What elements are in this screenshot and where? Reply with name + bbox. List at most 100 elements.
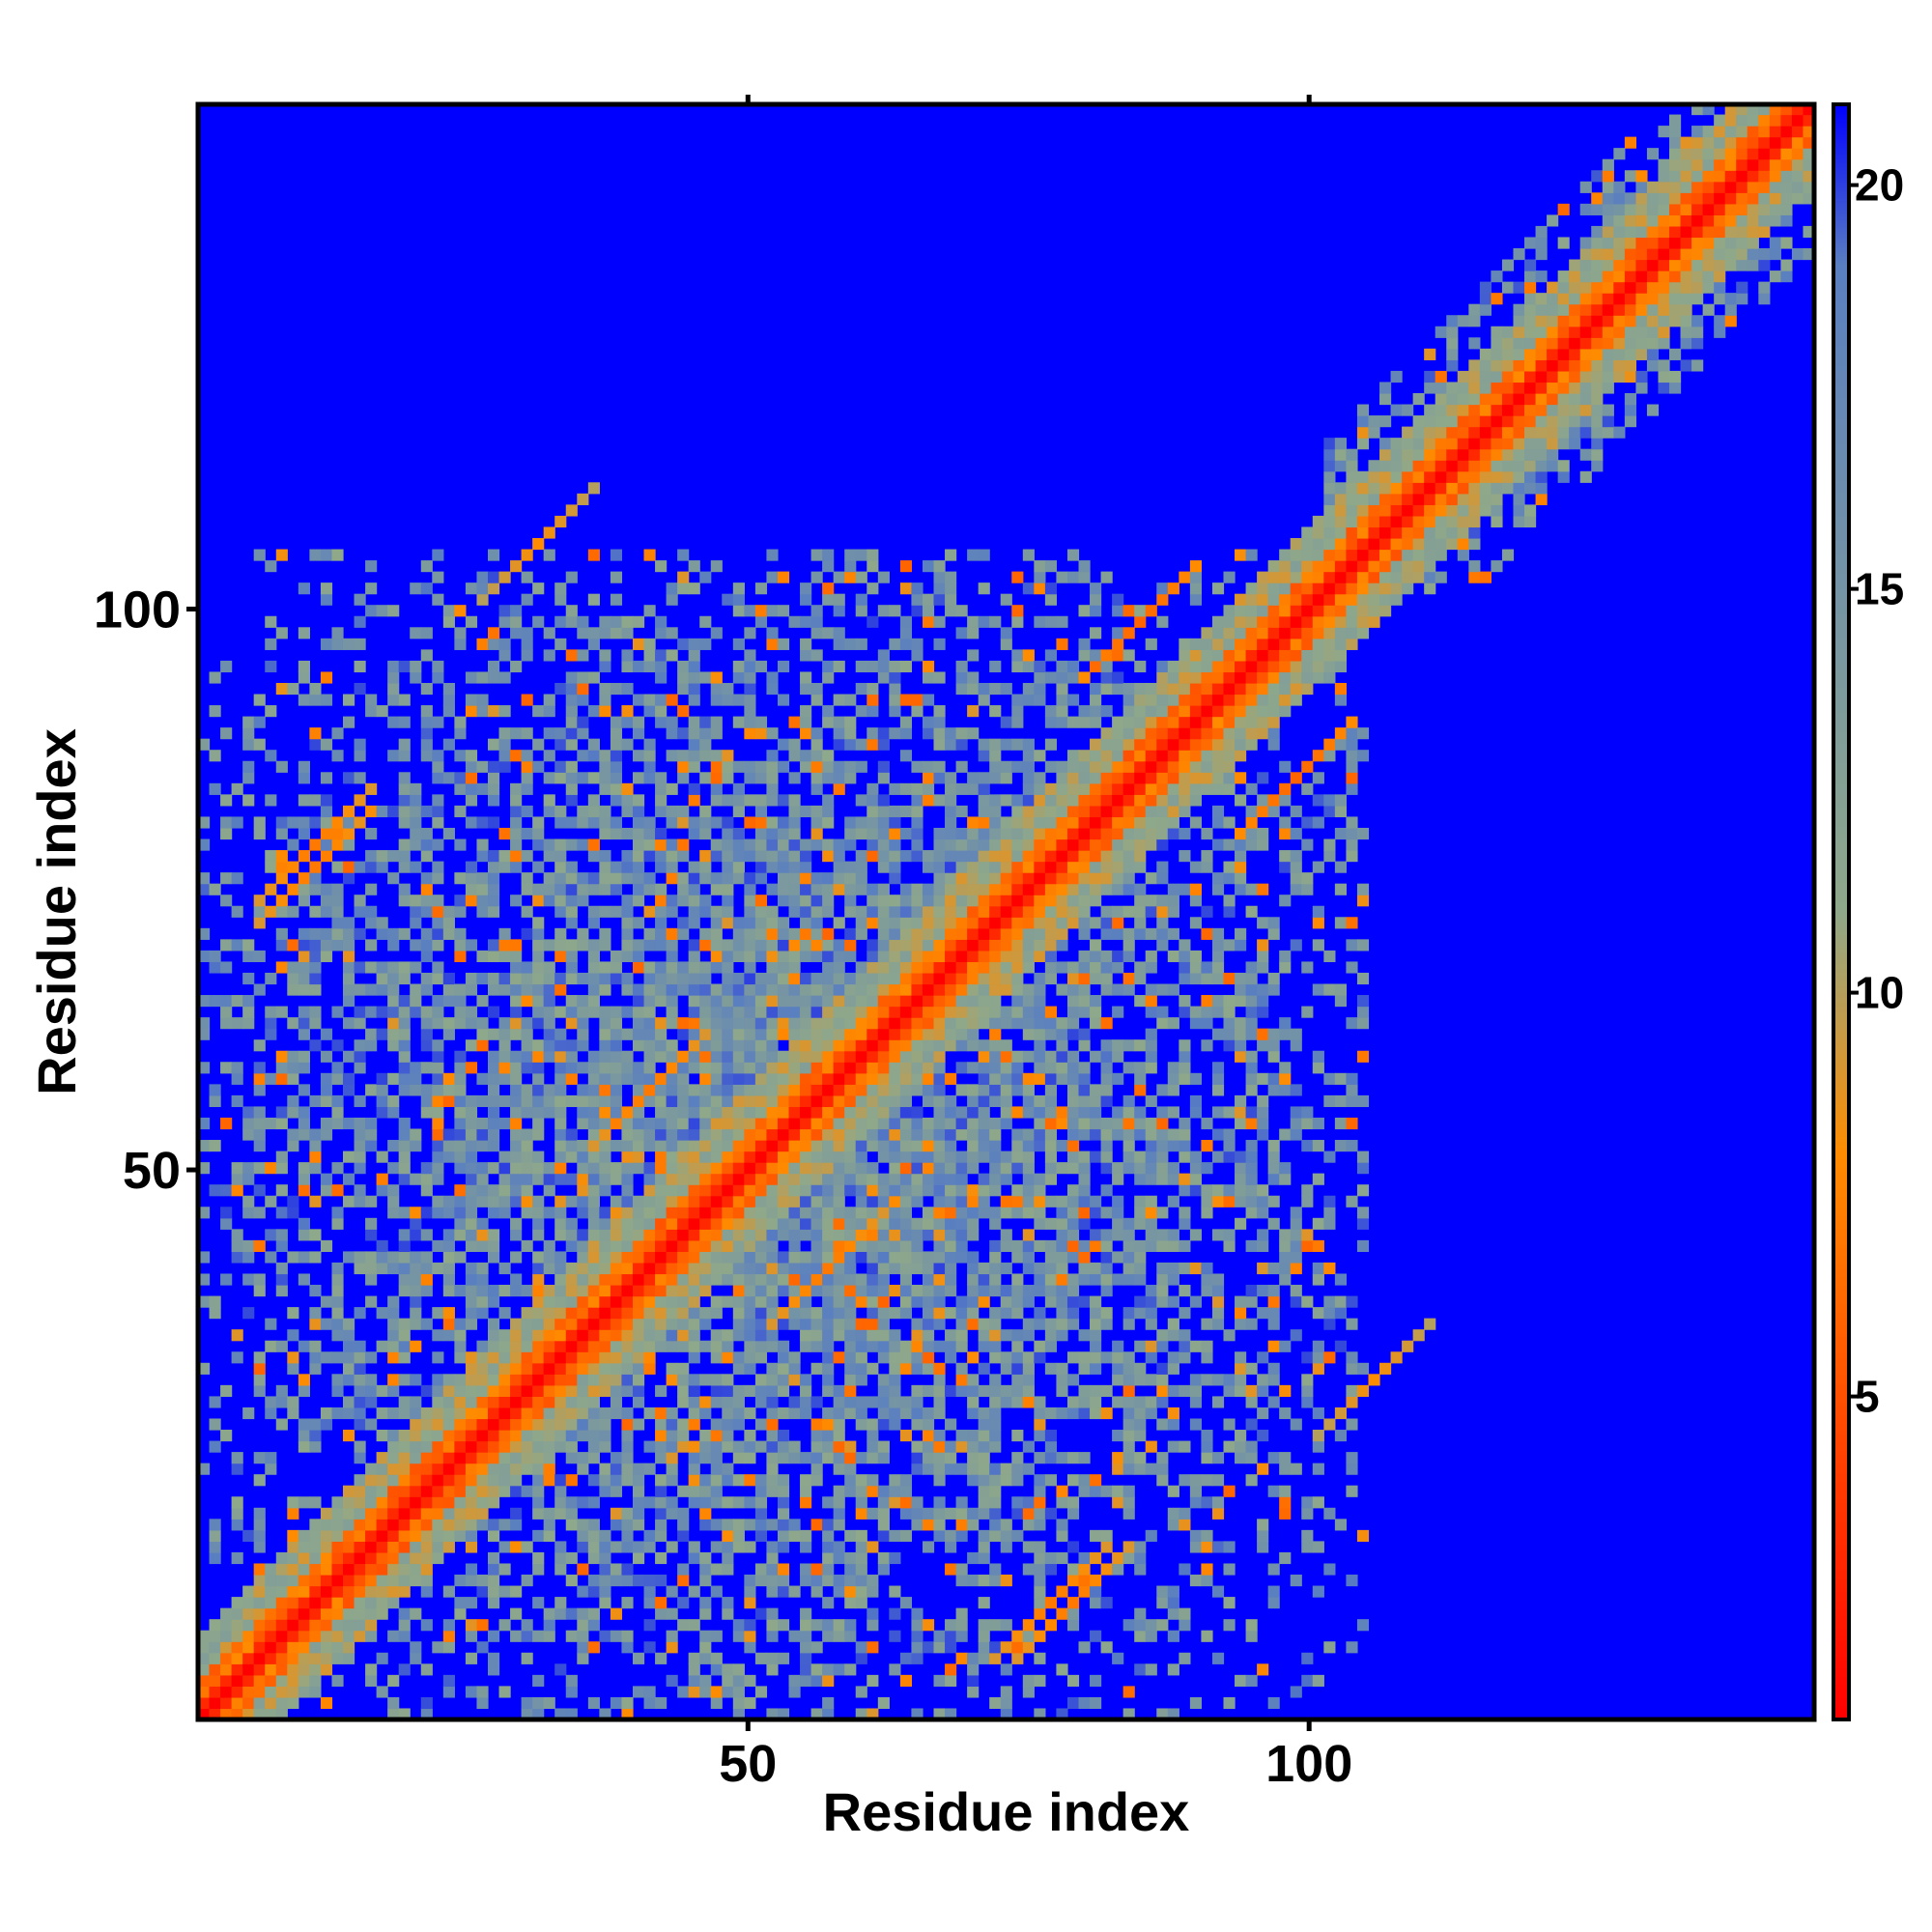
- heatmap-cell: [788, 1585, 801, 1598]
- heatmap-cell: [744, 1217, 756, 1230]
- heatmap-cell: [1044, 1128, 1058, 1141]
- heatmap-cell: [1000, 1039, 1012, 1052]
- heatmap-cell: [754, 1239, 768, 1253]
- heatmap-cell: [376, 605, 388, 617]
- heatmap-cell: [1056, 1062, 1068, 1074]
- heatmap-cell: [889, 1062, 901, 1074]
- heatmap-cell: [420, 727, 433, 740]
- heatmap-cell: [487, 638, 500, 650]
- heatmap-cell: [420, 1563, 433, 1576]
- heatmap-cell: [577, 838, 589, 851]
- heatmap-cell: [432, 671, 444, 684]
- heatmap-cell: [722, 1406, 734, 1420]
- heatmap-cell: [855, 593, 867, 606]
- heatmap-cell: [599, 1173, 611, 1185]
- heatmap-cell: [855, 1351, 867, 1364]
- heatmap-cell: [643, 750, 656, 762]
- heatmap-cell: [722, 1072, 734, 1085]
- heatmap-cell: [833, 1551, 845, 1565]
- heatmap-cell: [209, 1519, 221, 1531]
- heatmap-cell: [655, 961, 668, 974]
- heatmap-cell: [1044, 716, 1058, 728]
- heatmap-cell: [833, 1251, 845, 1264]
- heatmap-cell: [855, 1072, 867, 1085]
- heatmap-cell: [1056, 1374, 1068, 1386]
- heatmap-cell: [420, 1318, 433, 1330]
- heatmap-cell: [487, 1285, 500, 1297]
- heatmap-cell: [822, 549, 835, 561]
- heatmap-cell: [442, 605, 455, 617]
- heatmap-cell: [822, 1440, 835, 1453]
- heatmap-cell: [253, 1106, 266, 1119]
- heatmap-cell: [376, 1384, 388, 1397]
- heatmap-cell: [1034, 1430, 1046, 1442]
- heatmap-cell: [766, 1217, 779, 1230]
- heatmap-cell: [354, 1128, 366, 1141]
- heatmap-cell: [587, 1496, 600, 1509]
- heatmap-cell: [989, 1273, 1002, 1286]
- heatmap-cell: [643, 883, 656, 895]
- heatmap-cell: [253, 1619, 266, 1632]
- heatmap-cell: [1056, 1329, 1068, 1342]
- heatmap-cell: [287, 1496, 299, 1509]
- heatmap-cell: [565, 1440, 578, 1453]
- heatmap-cell: [420, 1173, 433, 1185]
- heatmap-cell: [1022, 660, 1035, 673]
- heatmap-cell: [476, 1474, 489, 1487]
- heatmap-cell: [967, 1006, 980, 1018]
- heatmap-cell: [231, 1686, 243, 1698]
- heatmap-cell: [877, 1251, 890, 1264]
- heatmap-cell: [1044, 972, 1058, 985]
- heatmap-cell: [911, 905, 923, 918]
- heatmap-cell: [265, 1607, 277, 1620]
- heatmap-cell: [298, 927, 310, 940]
- heatmap-cell: [1022, 1006, 1035, 1018]
- heatmap-cell: [487, 794, 500, 807]
- heatmap-cell: [532, 1106, 545, 1119]
- heatmap-cell: [877, 1384, 890, 1397]
- heatmap-cell: [476, 1641, 489, 1654]
- heatmap-cell: [487, 705, 500, 718]
- heatmap-cell: [699, 1140, 712, 1152]
- heatmap-cell: [354, 1529, 366, 1542]
- heatmap-cell: [1011, 1062, 1024, 1074]
- heatmap-cell: [521, 1384, 533, 1397]
- heatmap-cell: [877, 895, 890, 907]
- heatmap-cell: [643, 1084, 656, 1096]
- heatmap-cell: [387, 694, 400, 706]
- heatmap-cell: [242, 1128, 255, 1141]
- heatmap-cell: [442, 1674, 455, 1687]
- heatmap-cell: [498, 1307, 511, 1320]
- heatmap-cell: [476, 1418, 489, 1431]
- heatmap-cell: [945, 1262, 957, 1275]
- heatmap-cell: [510, 1229, 523, 1241]
- heatmap-cell: [744, 872, 756, 885]
- heatmap-cell: [967, 939, 980, 952]
- heatmap-cell: [1034, 917, 1046, 929]
- heatmap-cell: [722, 972, 734, 985]
- heatmap-cell: [599, 1418, 611, 1431]
- heatmap-cell: [967, 872, 980, 885]
- heatmap-cell: [398, 1251, 411, 1264]
- heatmap-cell: [911, 1318, 923, 1330]
- heatmap-cell: [532, 816, 545, 829]
- heatmap-cell: [788, 816, 801, 829]
- heatmap-cell: [587, 1173, 600, 1185]
- heatmap-cell: [666, 950, 678, 963]
- heatmap-cell: [822, 660, 835, 673]
- heatmap-cell: [766, 750, 779, 762]
- heatmap-cell: [643, 972, 656, 985]
- heatmap-cell: [732, 972, 745, 985]
- heatmap-cell: [1034, 1307, 1046, 1320]
- heatmap-cell: [1022, 1195, 1035, 1208]
- heatmap-cell: [788, 1452, 801, 1464]
- heatmap-cell: [911, 1507, 923, 1520]
- heatmap-cell: [577, 1585, 589, 1598]
- heatmap-cell: [554, 1374, 567, 1386]
- heatmap-cell: [822, 1229, 835, 1241]
- heatmap-cell: [945, 1674, 957, 1687]
- heatmap-cell: [510, 1340, 523, 1352]
- heatmap-cell: [889, 1173, 901, 1185]
- heatmap-cell: [922, 1430, 935, 1442]
- heatmap-cell: [487, 1251, 500, 1264]
